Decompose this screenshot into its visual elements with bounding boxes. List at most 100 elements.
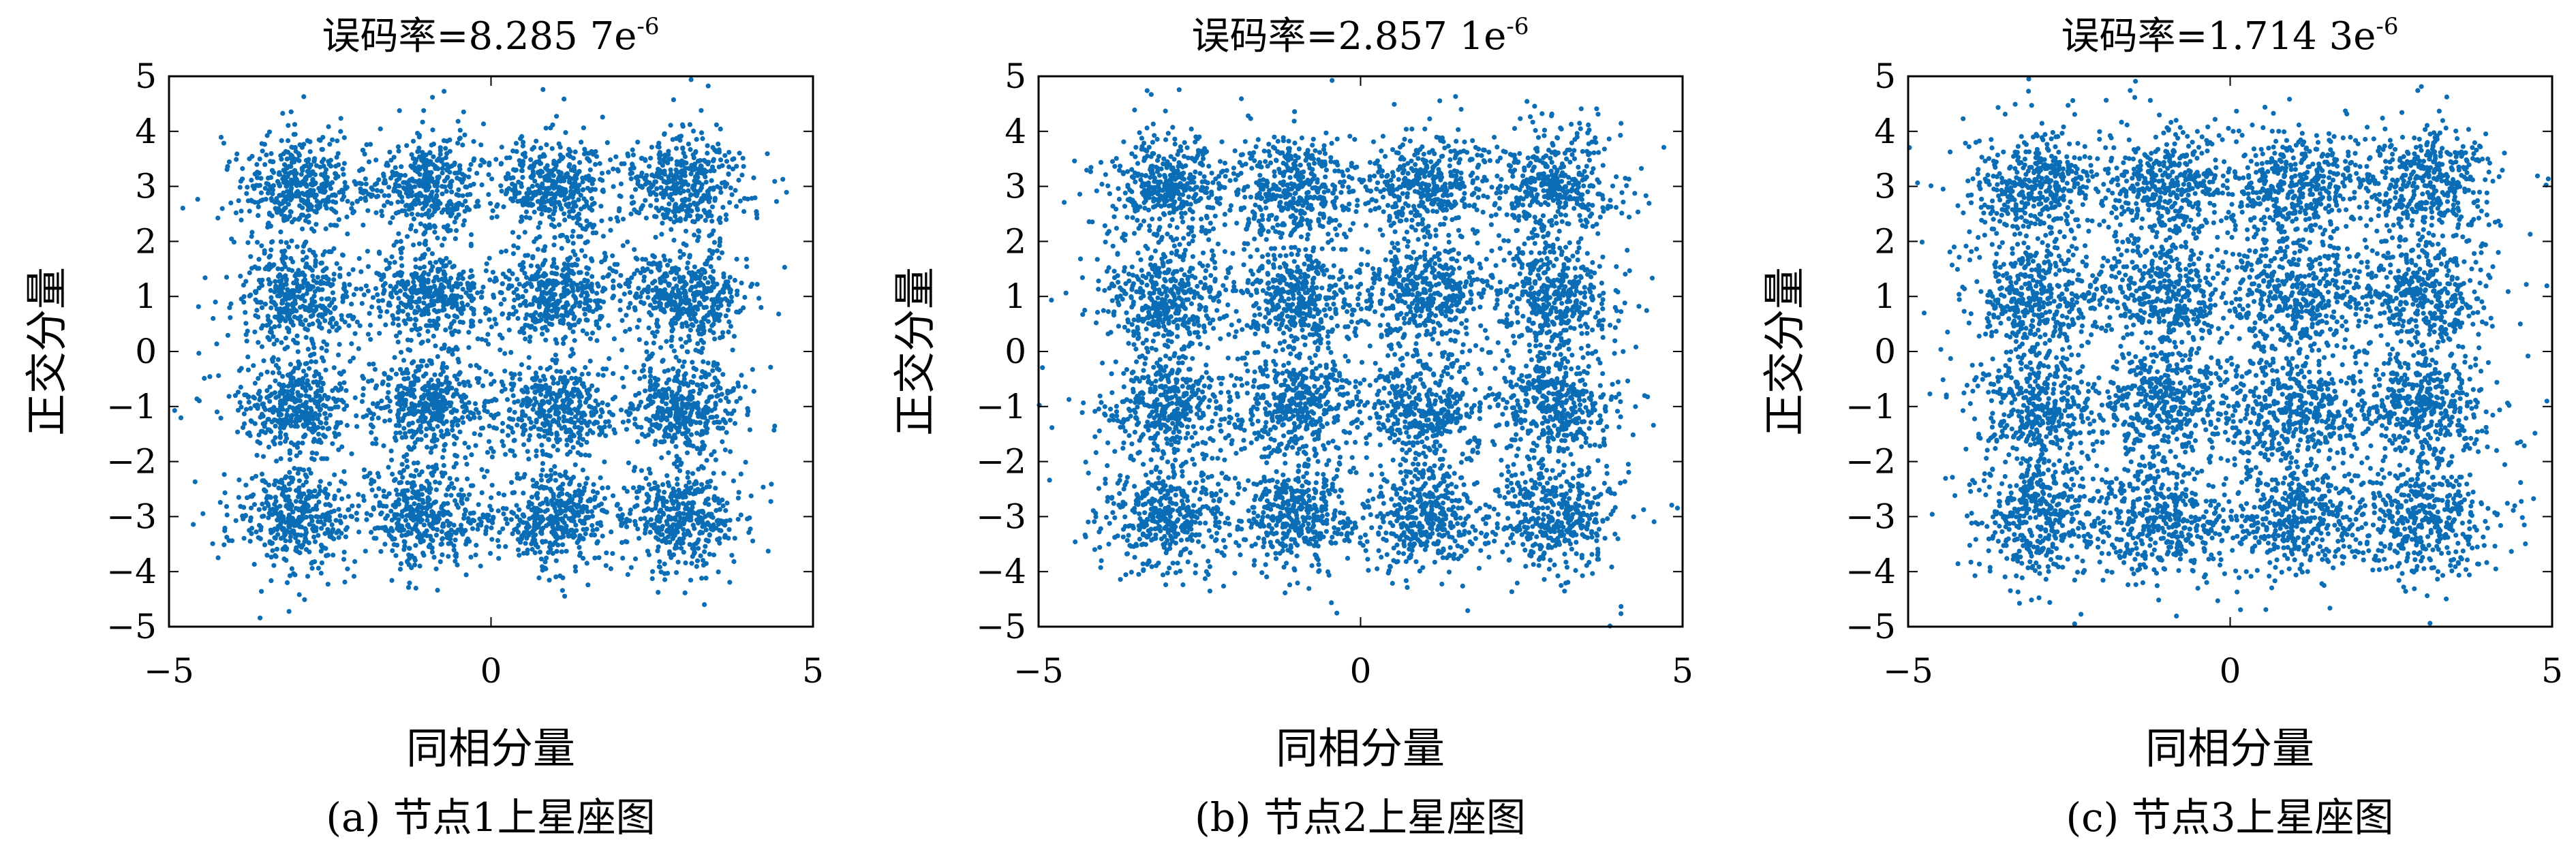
scatter-point [455,175,460,181]
scatter-point [415,460,420,466]
scatter-point [480,383,486,389]
scatter-point [399,263,405,268]
scatter-point [538,378,543,383]
scatter-point [331,296,337,302]
scatter-point [298,314,303,319]
scatter-point [572,338,577,343]
scatter-point [273,553,278,559]
scatter-point [279,518,285,524]
scatter-point [417,326,423,331]
scatter-point [448,409,454,415]
scatter-point [455,377,460,382]
scatter-point [589,289,595,294]
scatter-point [228,200,234,206]
scatter-point [478,163,483,168]
scatter-point [387,149,393,155]
scatter-point [276,485,281,491]
scatter-point [547,365,553,371]
scatter-point [508,349,514,356]
scatter-point [282,306,288,311]
scatter-point [449,163,455,169]
scatter-point [401,539,407,544]
scatter-point [262,542,268,548]
scatter-point [577,482,582,488]
scatter-point [318,375,324,381]
scatter-point [249,531,254,537]
scatter-point [423,401,428,406]
scatter-point [487,277,493,283]
scatter-point [598,313,603,319]
scatter-point [256,391,261,396]
scatter-point [343,184,348,189]
scatter-point [320,280,326,285]
scatter-point [319,345,324,351]
scatter-point [376,486,382,492]
scatter-point [432,292,438,297]
scatter-point [423,510,429,516]
scatter-point [442,443,447,448]
scatter-point [501,511,506,517]
scatter-point [530,254,536,260]
scatter-point [286,516,291,521]
scatter-point [440,454,446,460]
scatter-point [357,181,363,186]
scatter-point [308,405,313,411]
scatter-point [584,439,589,445]
scatter-point [396,322,401,328]
scatter-point [303,304,309,311]
scatter-point [265,190,271,195]
scatter-point [515,422,520,428]
scatter-point [322,392,328,398]
scatter-point [298,381,303,386]
scatter-point [580,179,585,185]
scatter-point [556,416,562,422]
scatter-point [358,196,363,202]
scatter-point [408,317,413,322]
scatter-point [440,364,446,369]
scatter-point [238,178,243,184]
scatter-point [244,339,249,344]
scatter-point [327,406,333,411]
scatter-point [375,416,381,421]
scatter-point [323,226,328,232]
scatter-point [568,533,574,539]
scatter-point [445,486,450,492]
scatter-point [453,236,459,241]
scatter-point [376,249,382,255]
scatter-point [214,409,220,415]
scatter-point [572,424,578,430]
scatter-point [260,501,265,507]
scatter-point [261,514,266,519]
scatter-point [391,155,397,160]
scatter-point [494,204,500,209]
scatter-point [568,476,574,482]
scatter-point [236,198,241,204]
scatter-point [339,496,345,501]
scatter-point [489,495,494,501]
scatter-point [431,554,437,560]
scatter-point [514,503,519,508]
scatter-point [430,127,435,133]
scatter-point [565,393,570,398]
scatter-point [410,289,416,296]
scatter-point [500,420,506,426]
scatter-point [412,440,418,445]
scatter-point [267,384,273,390]
scatter-point [440,191,445,197]
scatter-point [599,170,605,176]
scatter-point [495,411,501,417]
scatter-point [448,403,453,409]
scatter-point [449,287,455,293]
scatter-point [297,215,303,221]
scatter-point [307,549,312,554]
scatter-point [270,548,275,553]
scatter-point [318,200,323,206]
scatter-point [527,215,533,221]
scatter-point [521,283,527,289]
scatter-point [543,337,549,343]
scatter-point [245,430,250,437]
scatter-point [540,87,546,92]
scatter-point [500,526,506,531]
scatter-point [425,497,431,503]
scatter-point [245,367,251,373]
